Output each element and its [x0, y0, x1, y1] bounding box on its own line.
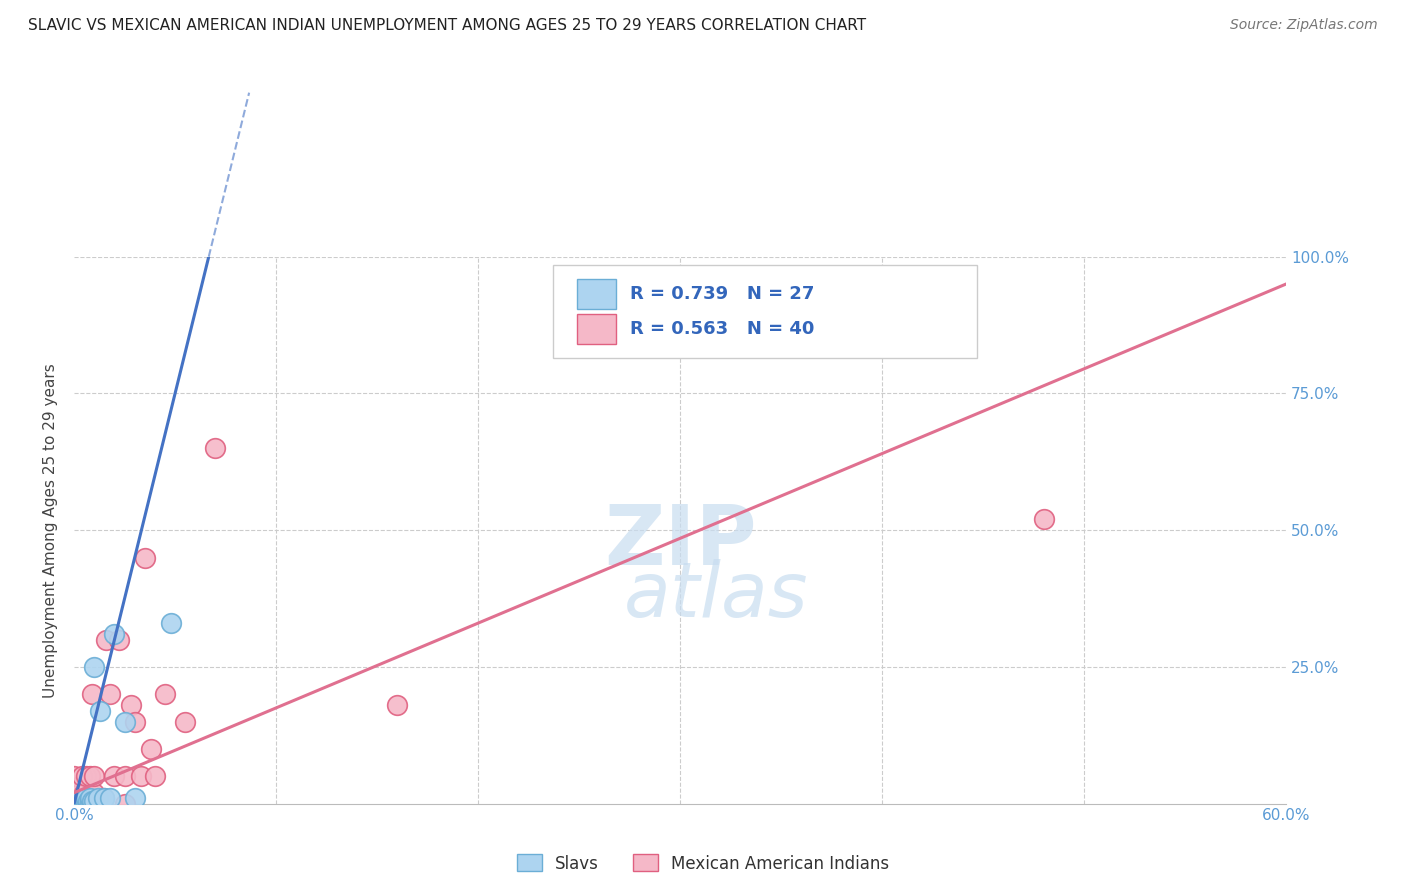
Point	[143, 769, 166, 783]
Point	[89, 704, 111, 718]
FancyBboxPatch shape	[553, 265, 977, 358]
Point	[82, 794, 104, 808]
Text: R = 0.739   N = 27: R = 0.739 N = 27	[630, 285, 814, 303]
Point	[75, 795, 97, 809]
Point	[1032, 512, 1054, 526]
Point	[79, 795, 101, 809]
Point	[153, 687, 176, 701]
Point	[83, 769, 105, 783]
Point	[129, 769, 152, 783]
Point	[114, 797, 136, 811]
Point	[103, 769, 125, 783]
Point	[63, 796, 86, 810]
Point	[63, 797, 86, 811]
Point	[69, 796, 91, 810]
Point	[75, 797, 97, 811]
Text: atlas: atlas	[624, 558, 808, 632]
Point	[100, 791, 122, 805]
Point	[87, 797, 110, 811]
Point	[63, 796, 86, 810]
Y-axis label: Unemployment Among Ages 25 to 29 years: Unemployment Among Ages 25 to 29 years	[44, 363, 58, 698]
Point	[63, 797, 86, 811]
Point	[134, 550, 156, 565]
Point	[91, 797, 114, 811]
Point	[73, 797, 96, 811]
Point	[69, 797, 91, 811]
Point	[107, 632, 129, 647]
Point	[139, 742, 162, 756]
Point	[67, 780, 90, 795]
FancyBboxPatch shape	[576, 314, 616, 344]
Point	[63, 797, 86, 811]
Text: R = 0.563   N = 40: R = 0.563 N = 40	[630, 320, 814, 338]
Text: ZIP: ZIP	[603, 500, 756, 582]
FancyBboxPatch shape	[576, 278, 616, 309]
Point	[79, 769, 101, 783]
Point	[174, 714, 197, 729]
Point	[70, 769, 93, 783]
Point	[79, 791, 101, 805]
Point	[124, 791, 146, 805]
Point	[160, 616, 183, 631]
Point	[120, 698, 142, 713]
Point	[63, 795, 86, 809]
Point	[73, 794, 96, 808]
Point	[75, 791, 97, 805]
Point	[87, 791, 110, 805]
Point	[75, 769, 97, 783]
Text: Source: ZipAtlas.com: Source: ZipAtlas.com	[1230, 18, 1378, 32]
Point	[114, 714, 136, 729]
Point	[77, 797, 100, 811]
Point	[70, 795, 93, 809]
Point	[93, 791, 115, 805]
Point	[67, 797, 90, 811]
Point	[100, 687, 122, 701]
Point	[82, 687, 104, 701]
Point	[83, 660, 105, 674]
Point	[204, 441, 226, 455]
Point	[124, 714, 146, 729]
Text: SLAVIC VS MEXICAN AMERICAN INDIAN UNEMPLOYMENT AMONG AGES 25 TO 29 YEARS CORRELA: SLAVIC VS MEXICAN AMERICAN INDIAN UNEMPL…	[28, 18, 866, 33]
Point	[93, 791, 115, 805]
Point	[96, 632, 118, 647]
Point	[83, 794, 105, 808]
Point	[77, 794, 100, 808]
Point	[83, 797, 105, 811]
Point	[63, 796, 86, 810]
Point	[70, 796, 93, 810]
Point	[63, 797, 86, 811]
Point	[387, 698, 409, 713]
Point	[70, 794, 93, 808]
Point	[73, 796, 96, 810]
Point	[63, 769, 86, 783]
Point	[73, 786, 96, 800]
Point	[114, 769, 136, 783]
Point	[69, 797, 91, 811]
Legend: Slavs, Mexican American Indians: Slavs, Mexican American Indians	[510, 847, 896, 880]
Point	[63, 796, 86, 810]
Point	[103, 627, 125, 641]
Point	[83, 786, 105, 800]
